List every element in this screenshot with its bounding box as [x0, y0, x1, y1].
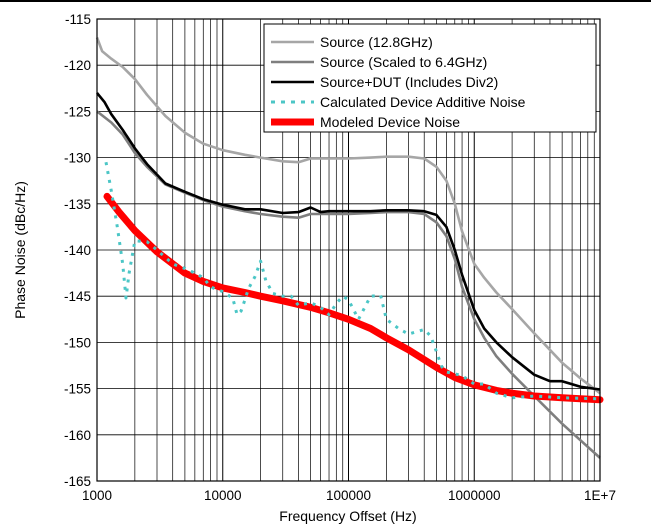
- series-lines: [95, 37, 604, 459]
- y-tick-label: -145: [64, 289, 91, 304]
- legend: Source (12.8GHz) Source (Scaled to 6.4GHz…: [263, 23, 597, 133]
- legend-label-2: Source (Scaled to 6.4GHz): [320, 54, 487, 70]
- y-tick-label: -155: [64, 382, 91, 397]
- x-tick-label: 100000: [326, 488, 371, 503]
- y-tick-label: -165: [64, 474, 91, 489]
- y-tick-label: -115: [65, 12, 91, 27]
- x-axis-ticks: 1000 10000 100000 1000000 1E+7: [82, 488, 616, 503]
- x-tick-label: 1000000: [448, 488, 501, 503]
- y-tick-label: -120: [64, 58, 91, 73]
- y-axis-label: Phase Noise (dBc/Hz): [12, 181, 28, 319]
- legend-label-4: Calculated Device Additive Noise: [320, 94, 526, 110]
- x-tick-label: 10000: [204, 488, 242, 503]
- legend-label-3: Source+DUT (Includes Div2): [320, 74, 498, 90]
- x-tick-label: 1E+7: [584, 488, 616, 503]
- series-line-1: [95, 37, 601, 395]
- series-line-4: [104, 161, 601, 401]
- series-line-5: [103, 192, 604, 404]
- x-tick-label: 1000: [82, 488, 112, 503]
- y-tick-label: -125: [64, 104, 91, 119]
- plot-frame: [96, 18, 601, 482]
- y-tick-label: -140: [64, 243, 91, 258]
- y-tick-label: -160: [64, 428, 91, 443]
- legend-label-5: Modeled Device Noise: [320, 114, 460, 130]
- top-rule: [0, 0, 651, 2]
- y-tick-label: -130: [64, 151, 91, 166]
- series-line-3: [95, 92, 601, 391]
- y-tick-label: -150: [64, 335, 91, 350]
- y-axis-ticks: -115 -120 -125 -130 -135 -140 -145 -150 -155 -160…: [64, 12, 91, 489]
- legend-box: [263, 23, 597, 133]
- x-axis-label: Frequency Offset (Hz): [279, 508, 416, 524]
- y-tick-label: -135: [64, 197, 91, 212]
- legend-label-1: Source (12.8GHz): [320, 34, 433, 50]
